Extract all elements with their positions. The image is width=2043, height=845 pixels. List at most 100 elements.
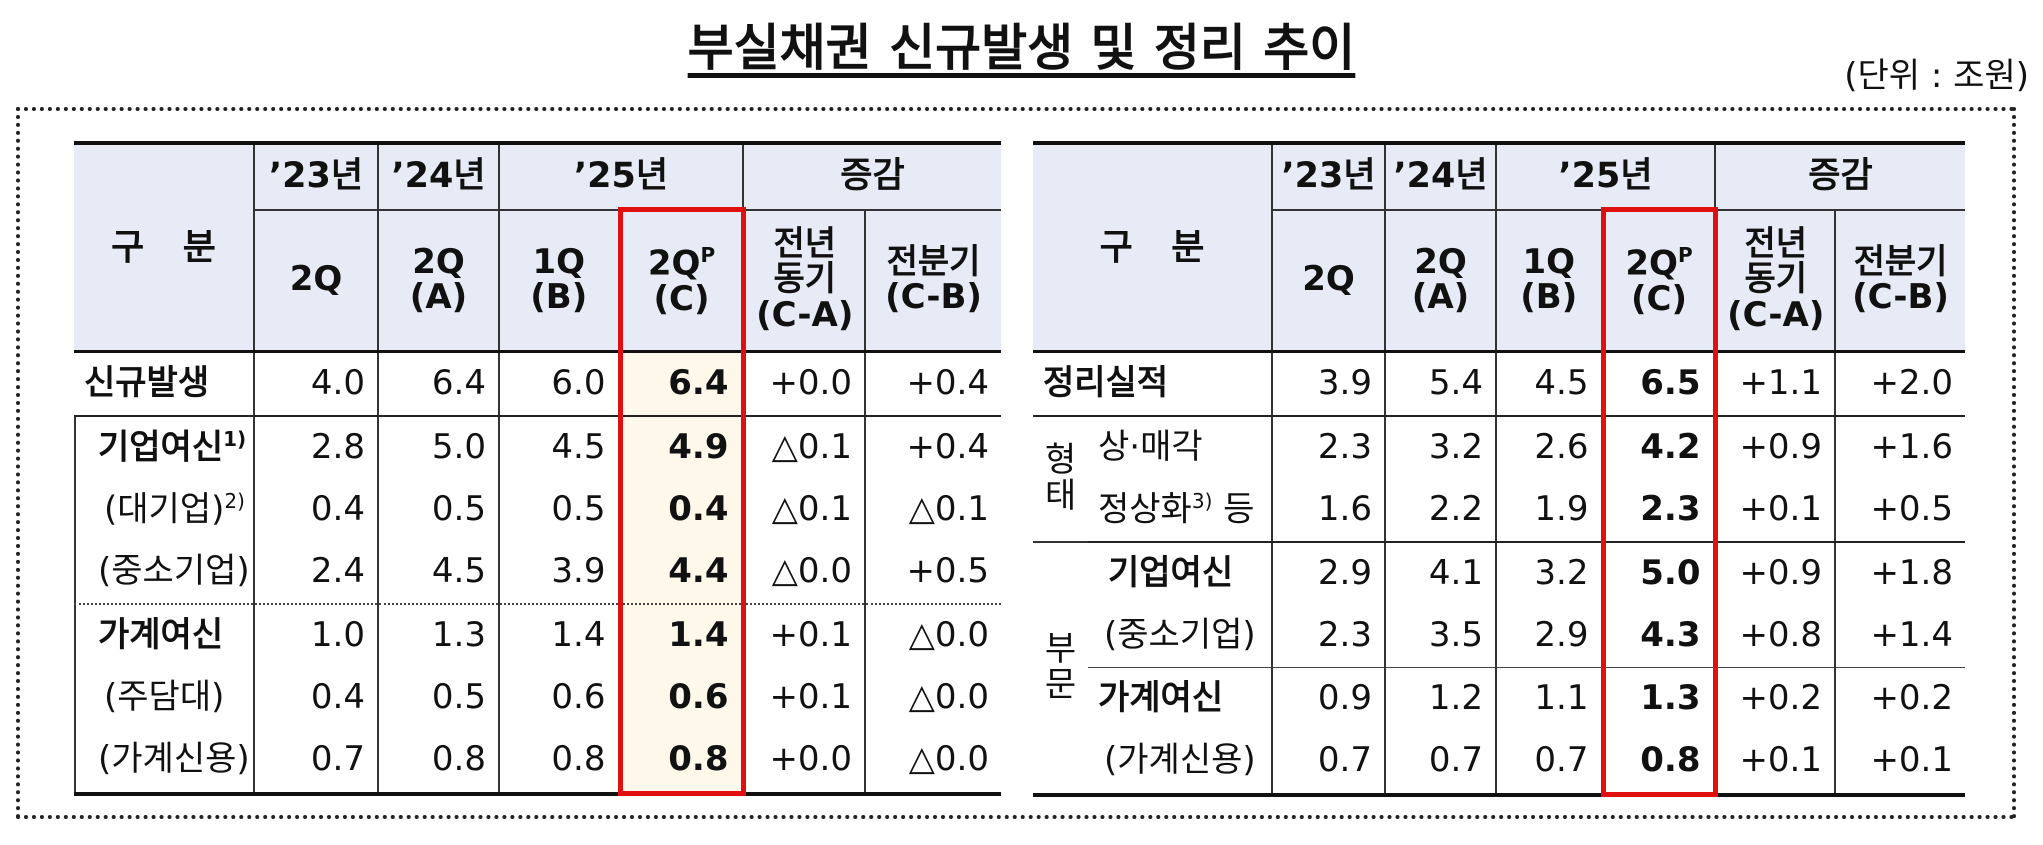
data-row: 가계여신 1.0 1.3 1.4 1.4 +0.1 △0.0 [74, 604, 1001, 667]
group-label: 부문 [1033, 542, 1088, 797]
data-row: 가계여신 0.9 1.2 1.1 1.3 +0.2 +0.2 [1033, 667, 1965, 730]
year-header: 증감 [1714, 141, 1965, 211]
data-row: 정리실적 3.9 5.4 4.5 6.5 +1.1 +2.0 [1033, 351, 1965, 417]
year-header: ’23년 [1271, 141, 1386, 211]
cell-value: 0.7 [253, 729, 379, 796]
cell-value: 0.6 [617, 667, 746, 729]
cell-value: 0.8 [377, 729, 500, 796]
data-row: (중소기업) 2.3 3.5 2.9 4.3 +0.8 +1.4 [1033, 605, 1965, 668]
cell-value: 3.9 [498, 541, 621, 605]
cell-value: 0.8 [498, 729, 621, 796]
cell-value: +0.5 [864, 541, 1001, 605]
year-header: ’25년 [498, 141, 744, 211]
cell-value: +0.1 [742, 667, 866, 729]
header-row: 구 분 ’23년 ’24년 ’25년 증감 [74, 141, 1001, 353]
cell-value: 6.0 [498, 351, 621, 417]
row-label-text: 가계여신 [1098, 678, 1224, 719]
cell-value: 1.2 [1384, 667, 1497, 730]
cell-value: 4.0 [253, 351, 379, 417]
column-main: 2Q [1625, 242, 1678, 283]
cell-value: +0.9 [1714, 542, 1836, 605]
cell-value: 0.6 [498, 667, 621, 729]
row-label: (주담대) [74, 667, 255, 729]
cell-value: 1.3 [1600, 667, 1718, 730]
cell-value: +0.0 [742, 351, 866, 417]
cell-value: +1.4 [1834, 605, 1965, 668]
column-header: 전분기 (C-B) [864, 209, 1001, 353]
row-label-text: (중소기업) [1104, 615, 1256, 656]
cell-value: +2.0 [1834, 351, 1965, 417]
cell-value: △0.1 [742, 416, 866, 479]
cell-value: +0.1 [1714, 730, 1836, 797]
cell-value: +0.4 [864, 351, 1001, 417]
row-note: 1) [223, 427, 247, 452]
cell-value: △0.0 [864, 729, 1001, 796]
corner: 구 분 [74, 141, 255, 353]
column-header: 1Q (B) [1495, 209, 1604, 353]
cell-value: 0.4 [253, 667, 379, 729]
data-row: (대기업)2) 0.4 0.5 0.5 0.4 △0.1 △0.1 [74, 479, 1001, 541]
group-label: 형태 [1033, 416, 1088, 543]
row-label: 정리실적 [1033, 351, 1273, 417]
cell-value: 2.9 [1495, 605, 1604, 668]
cell-value: 0.4 [617, 479, 746, 541]
header-row: 2Q 2Q (A) 1Q (B) 2QP (C) 전년 동기 (C-A) 전분기 (C-B… [74, 207, 1001, 353]
data-row: 신규발생 4.0 6.4 6.0 6.4 +0.0 +0.4 [74, 351, 1001, 417]
cell-value: 3.2 [1495, 542, 1604, 605]
table: 구 분 ’23년 ’24년 ’25년 증감 2Q 2Q (A) 1Q (B) 2QP (C) 전년… [74, 141, 1001, 796]
cell-value: 0.9 [1271, 667, 1386, 730]
cell-value: 0.8 [1600, 730, 1718, 797]
cell-value: +0.1 [742, 604, 866, 667]
cell-value: 0.4 [253, 479, 379, 541]
cell-value: +0.1 [1714, 479, 1836, 543]
corner: 구 분 [1033, 141, 1273, 353]
row-label: (중소기업) [1088, 605, 1273, 668]
column-sup: P [1677, 242, 1693, 267]
cell-value: +0.4 [864, 416, 1001, 479]
header-row: 구 분 ’23년 ’24년 ’25년 증감 [1033, 141, 1965, 353]
cell-value: △0.0 [742, 541, 866, 605]
table: 구 분 ’23년 ’24년 ’25년 증감 2Q 2Q (A) 1Q (B) 2QP (C) 전년… [1033, 141, 1965, 797]
row-label-text: 정상화 [1098, 489, 1192, 530]
cell-value: △0.1 [864, 479, 1001, 541]
title: 부실채권 신규발생 및 정리 추이 [687, 19, 1356, 77]
row-note: 2) [224, 489, 245, 514]
cell-value: △0.0 [864, 604, 1001, 667]
cell-value: 3.5 [1384, 605, 1497, 668]
row-label-text: 기업여신 [1108, 553, 1234, 594]
row-label-text: (대기업) [104, 489, 225, 530]
cell-value: 1.4 [498, 604, 621, 667]
column-sub: (C) [653, 278, 710, 319]
cell-value: 4.5 [377, 541, 500, 605]
cell-value: +0.9 [1714, 416, 1836, 479]
column-header: 2Q (A) [1384, 209, 1497, 353]
cell-value: 2.9 [1271, 542, 1386, 605]
cell-value: 2.2 [1384, 479, 1497, 543]
row-label-text: (주담대) [104, 677, 225, 718]
cell-value: 4.2 [1600, 416, 1718, 479]
cell-value: 3.2 [1384, 416, 1497, 479]
cell-value: 2.4 [253, 541, 379, 605]
row-label: 기업여신1) [74, 416, 255, 479]
year-header: ’24년 [1384, 141, 1497, 211]
cell-value: 2.6 [1495, 416, 1604, 479]
cell-value: 4.4 [617, 541, 746, 605]
row-label: 정상화3) 등 [1088, 479, 1273, 543]
cell-value: △0.1 [742, 479, 866, 541]
row-label: 상·매각 [1088, 416, 1273, 479]
column-header: 2QP (C) [1600, 207, 1718, 353]
cell-value: 5.0 [1600, 542, 1718, 605]
cell-value: +0.8 [1714, 605, 1836, 668]
cell-value: +0.0 [742, 729, 866, 796]
row-label-text: 가계여신 [98, 615, 224, 656]
header-row: 2Q 2Q (A) 1Q (B) 2QP (C) 전년 동기 (C-A) 전분기 (C-B… [1033, 207, 1965, 353]
cell-value: 4.5 [498, 416, 621, 479]
row-label: (중소기업) [74, 541, 255, 605]
cell-value: 4.3 [1600, 605, 1718, 668]
column-header: 1Q (B) [498, 209, 621, 353]
column-header: 전분기 (C-B) [1834, 209, 1965, 353]
cell-value: 0.5 [377, 667, 500, 729]
cell-value: 1.0 [253, 604, 379, 667]
cell-value: 4.5 [1495, 351, 1604, 417]
row-label-text: 정리실적 [1043, 363, 1169, 404]
